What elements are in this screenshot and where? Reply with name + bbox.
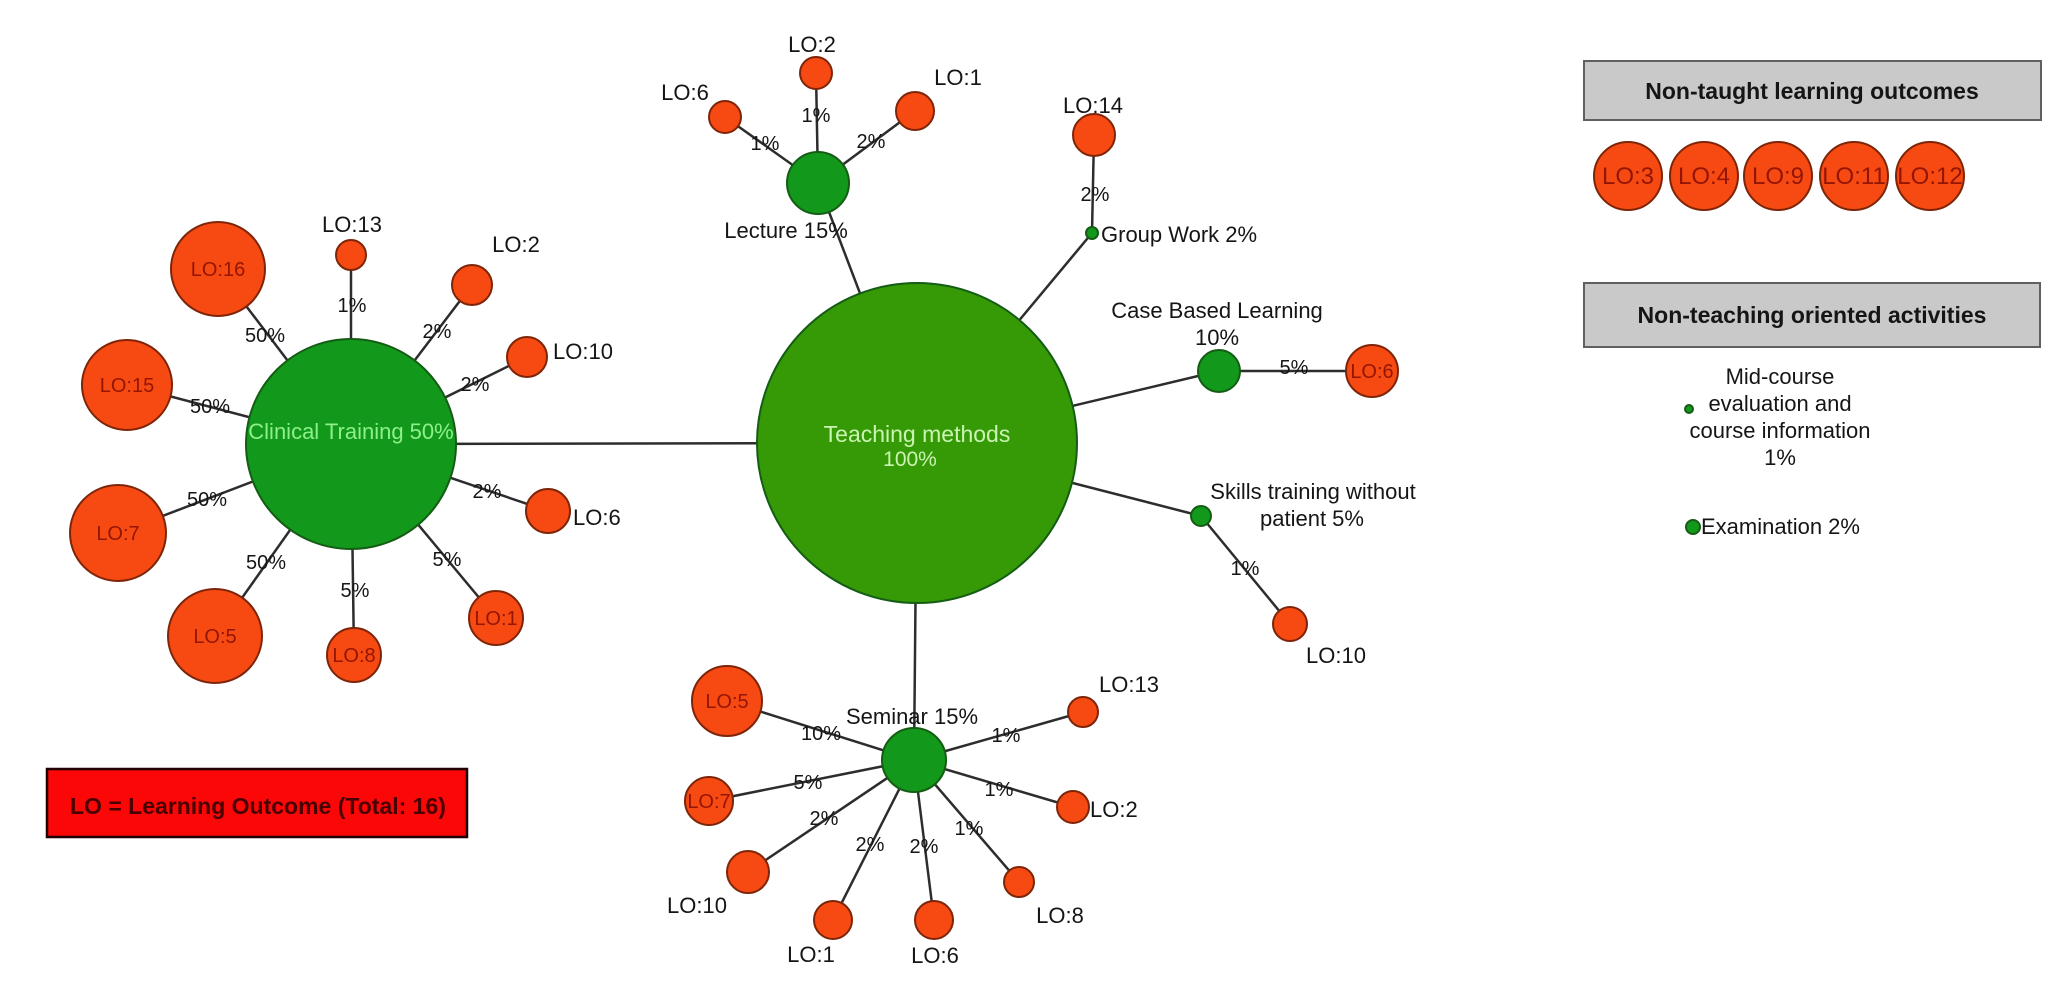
svg-text:LO:2: LO:2 [492, 232, 540, 257]
svg-text:1%: 1% [985, 779, 1014, 801]
svg-text:1%: 1% [992, 725, 1021, 747]
svg-text:1%: 1% [751, 133, 780, 155]
svg-text:10%: 10% [801, 723, 841, 745]
svg-text:LO:13: LO:13 [1099, 672, 1159, 697]
svg-text:evaluation and: evaluation and [1708, 391, 1851, 416]
svg-text:LO:5: LO:5 [705, 691, 748, 713]
svg-text:LO:10: LO:10 [667, 893, 727, 918]
svg-text:LO:3: LO:3 [1602, 163, 1654, 190]
svg-text:Mid-course: Mid-course [1726, 364, 1835, 389]
svg-text:50%: 50% [246, 552, 286, 574]
svg-text:course information: course information [1690, 418, 1871, 443]
svg-text:5%: 5% [433, 549, 462, 571]
svg-text:LO:12: LO:12 [1897, 163, 1962, 190]
svg-text:LO:13: LO:13 [322, 212, 382, 237]
svg-text:LO:11: LO:11 [1822, 163, 1886, 190]
svg-text:LO:1: LO:1 [934, 65, 982, 90]
svg-text:LO:6: LO:6 [661, 80, 709, 105]
svg-text:LO:7: LO:7 [687, 791, 730, 813]
svg-text:2%: 2% [857, 131, 886, 153]
svg-text:5%: 5% [341, 580, 370, 602]
svg-text:2%: 2% [423, 321, 452, 343]
svg-text:2%: 2% [856, 834, 885, 856]
svg-text:1%: 1% [802, 105, 831, 127]
svg-text:Lecture 15%: Lecture 15% [724, 218, 848, 243]
svg-text:Non-teaching oriented activiti: Non-teaching oriented activities [1638, 302, 1987, 328]
svg-text:LO:6: LO:6 [911, 943, 959, 968]
svg-text:LO:2: LO:2 [788, 32, 836, 57]
svg-text:LO:4: LO:4 [1678, 163, 1730, 190]
svg-text:LO:1: LO:1 [474, 608, 517, 630]
svg-text:Teaching methods: Teaching methods [824, 421, 1011, 447]
svg-text:2%: 2% [461, 374, 490, 396]
svg-text:LO:10: LO:10 [1306, 643, 1366, 668]
svg-text:50%: 50% [190, 396, 230, 418]
svg-text:LO:9: LO:9 [1752, 163, 1804, 190]
svg-text:100%: 100% [883, 448, 937, 471]
svg-text:Clinical Training 50%: Clinical Training 50% [248, 419, 453, 444]
svg-text:patient 5%: patient 5% [1260, 506, 1364, 531]
svg-text:Non-taught learning outcomes: Non-taught learning outcomes [1645, 78, 1979, 104]
svg-text:LO:6: LO:6 [573, 505, 621, 530]
svg-text:Seminar 15%: Seminar 15% [846, 704, 978, 729]
svg-text:Group Work 2%: Group Work 2% [1101, 222, 1257, 247]
svg-text:LO:15: LO:15 [100, 375, 154, 397]
svg-text:LO:2: LO:2 [1090, 797, 1138, 822]
svg-text:5%: 5% [794, 772, 823, 794]
svg-text:2%: 2% [810, 808, 839, 830]
svg-text:50%: 50% [187, 489, 227, 511]
svg-text:Examination 2%: Examination 2% [1701, 514, 1860, 539]
svg-text:LO:14: LO:14 [1063, 93, 1123, 118]
svg-text:LO:6: LO:6 [1350, 361, 1393, 383]
svg-text:50%: 50% [245, 325, 285, 347]
svg-text:10%: 10% [1195, 325, 1239, 350]
svg-text:1%: 1% [955, 818, 984, 840]
svg-text:5%: 5% [1280, 357, 1309, 379]
svg-text:LO:5: LO:5 [193, 626, 236, 648]
svg-text:1%: 1% [1764, 445, 1796, 470]
svg-text:Skills training without: Skills training without [1210, 479, 1415, 504]
svg-text:1%: 1% [1231, 558, 1260, 580]
svg-text:1%: 1% [338, 295, 367, 317]
svg-text:LO:10: LO:10 [553, 339, 613, 364]
svg-text:LO = Learning Outcome (Total:: LO = Learning Outcome (Total: 16) [70, 793, 446, 819]
svg-text:LO:8: LO:8 [332, 645, 375, 667]
svg-text:Case Based Learning: Case Based Learning [1111, 298, 1323, 323]
svg-text:LO:7: LO:7 [96, 523, 139, 545]
svg-text:LO:1: LO:1 [787, 942, 835, 967]
svg-text:LO:16: LO:16 [191, 259, 245, 281]
svg-text:2%: 2% [473, 481, 502, 503]
svg-text:2%: 2% [910, 836, 939, 858]
svg-text:2%: 2% [1081, 184, 1110, 206]
svg-text:LO:8: LO:8 [1036, 903, 1084, 928]
